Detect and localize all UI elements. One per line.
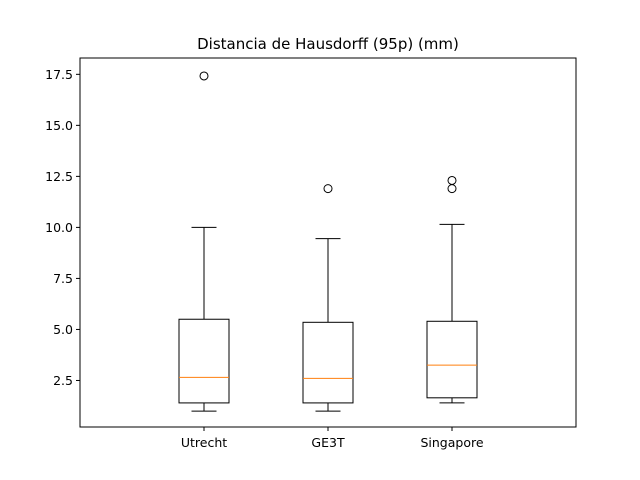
outlier-point	[447, 175, 457, 185]
x-tick-label: Utrecht	[181, 435, 227, 450]
box-group-singapore	[426, 175, 478, 404]
box	[302, 321, 354, 404]
box	[426, 320, 478, 399]
chart-title: Distancia de Hausdorff (95p) (mm)	[197, 35, 459, 53]
x-tick-label: Singapore	[420, 435, 483, 450]
y-axis: 2.5 5.0 7.5 10.0 12.5 15.0 17.5	[45, 67, 80, 388]
y-tick-label: 2.5	[53, 373, 73, 388]
outlier-point	[199, 71, 209, 81]
plot-marks	[178, 71, 478, 412]
y-tick-label: 10.0	[45, 220, 73, 235]
y-tick-label: 17.5	[45, 67, 73, 82]
outlier-point	[447, 184, 457, 194]
x-tick-label: GE3T	[311, 435, 345, 450]
y-tick-label: 15.0	[45, 118, 73, 133]
y-tick-label: 5.0	[53, 322, 73, 337]
y-tick-label: 7.5	[53, 271, 73, 286]
outlier-point	[323, 184, 333, 194]
y-tick-label: 12.5	[45, 169, 73, 184]
box-group-utrecht	[178, 71, 230, 412]
x-axis: Utrecht GE3T Singapore	[181, 427, 484, 450]
box	[178, 318, 230, 404]
box-group-ge3t	[302, 184, 354, 412]
